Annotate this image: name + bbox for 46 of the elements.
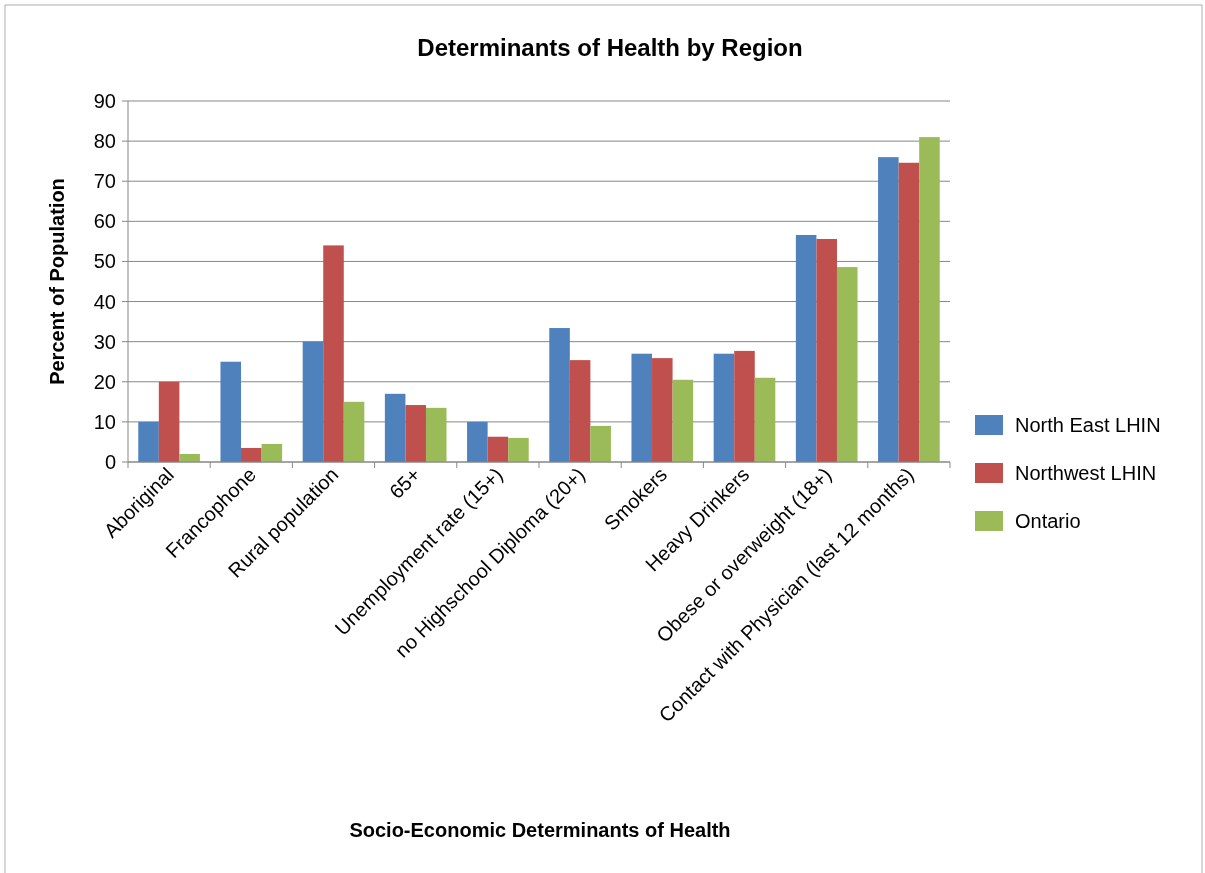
chart-title: Determinants of Health by Region: [417, 34, 803, 61]
bar: [898, 162, 920, 462]
bar: [734, 350, 755, 462]
bar: [816, 238, 837, 462]
bar: [158, 381, 180, 462]
legend-label: Ontario: [1015, 510, 1081, 532]
y-tick-label: 60: [93, 210, 116, 233]
y-tick-label: 30: [93, 330, 116, 353]
bar: [631, 353, 653, 462]
bar: [795, 234, 817, 462]
bar: [713, 353, 735, 462]
bar: [343, 401, 365, 462]
y-tick-label: 0: [104, 451, 116, 473]
y-tick-label: 80: [93, 130, 116, 153]
bar: [549, 328, 570, 462]
legend-label: North East LHIN: [1015, 414, 1161, 436]
y-axis-title: Percent of Population: [46, 178, 68, 385]
x-axis-title: Socio-Economic Determinants of Health: [349, 819, 731, 841]
y-tick-label: 70: [93, 170, 116, 193]
bar: [261, 443, 283, 462]
bar: [919, 137, 940, 462]
bar: [508, 437, 529, 462]
bar: [241, 447, 262, 462]
bar: [652, 358, 673, 462]
bar: [836, 267, 858, 462]
bar: [467, 421, 488, 462]
bar: [487, 436, 509, 462]
y-tick-label: 10: [93, 410, 116, 433]
legend-label: Northwest LHIN: [1015, 462, 1157, 484]
bar: [569, 360, 591, 462]
bar: [323, 245, 344, 462]
y-tick-label: 40: [93, 290, 116, 313]
bar: [590, 425, 611, 462]
x-tick-label: 65+: [384, 463, 425, 503]
bar: [425, 407, 447, 462]
bar: [138, 421, 159, 462]
bar: [384, 393, 406, 462]
bar: [878, 157, 899, 462]
y-tick-label: 90: [93, 90, 116, 112]
y-tick-label: 50: [93, 250, 116, 273]
bar: [754, 377, 776, 462]
bar: [672, 379, 694, 462]
bar: [220, 361, 242, 462]
bar: [302, 341, 324, 462]
y-tick-label: 20: [93, 370, 116, 393]
bar: [405, 405, 426, 462]
